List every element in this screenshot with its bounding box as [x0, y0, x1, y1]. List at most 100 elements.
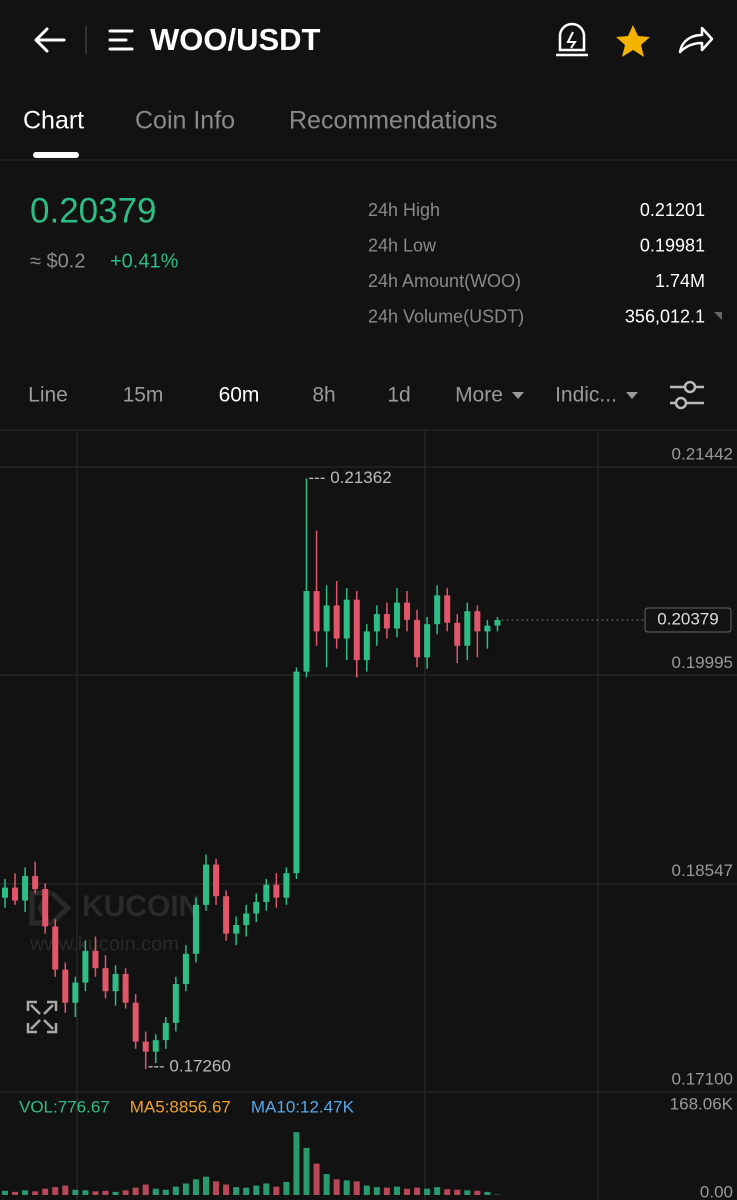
volume-bar: [192, 1179, 199, 1195]
candle-body: [223, 896, 230, 934]
volume-bar: [223, 1184, 230, 1195]
volume-tick-label: 0.00: [700, 1182, 733, 1200]
high-annotation: --- 0.21362: [309, 468, 392, 487]
timeframe-option[interactable]: Indic...: [555, 384, 617, 407]
candle-body: [293, 671, 300, 874]
candle-body: [313, 591, 320, 632]
timeframe-option[interactable]: 15m: [123, 384, 164, 407]
volume-bar: [383, 1187, 390, 1195]
volume-bar: [414, 1187, 421, 1195]
volume-bar: [464, 1190, 471, 1195]
volume-bar: [323, 1174, 330, 1195]
volume-bar: [112, 1191, 119, 1195]
volume-bar: [132, 1187, 139, 1195]
indicator-label: VOL:776.67: [19, 1097, 110, 1116]
volume-bar: [484, 1191, 491, 1195]
timeframe-option[interactable]: 8h: [312, 384, 335, 407]
candle-body: [283, 873, 290, 898]
candle-body: [72, 982, 79, 1003]
volume-bar: [454, 1189, 461, 1195]
indicator-label: MA5:8856.67: [130, 1097, 231, 1116]
menu-button[interactable]: [108, 29, 134, 51]
candle-body: [464, 611, 471, 646]
vertical-grid: [76, 430, 599, 1200]
volume-bar: [52, 1187, 59, 1195]
stat-value: 356,012.1: [625, 306, 705, 326]
candle-body: [62, 969, 69, 1003]
candle-body: [233, 925, 240, 934]
pair-title: WOO/USDT: [150, 22, 321, 57]
candle-body: [162, 1022, 169, 1041]
candle-body: [2, 887, 8, 898]
volume-bar: [122, 1190, 129, 1195]
last-price-tag: [644, 607, 732, 633]
tab[interactable]: Recommendations: [289, 107, 497, 135]
tab[interactable]: Coin Info: [135, 107, 235, 135]
candle-body: [454, 622, 461, 646]
y-tick-label: 0.18547: [672, 861, 733, 880]
candle-body: [373, 614, 380, 632]
share-button[interactable]: [678, 26, 714, 54]
candle-body: [393, 602, 400, 629]
volume-bar: [243, 1187, 250, 1195]
stat-value: 0.19981: [640, 235, 705, 255]
volume-bar: [253, 1185, 260, 1195]
tab[interactable]: Chart: [23, 107, 84, 135]
volume-bar: [92, 1191, 99, 1195]
candle-body: [42, 889, 49, 927]
volume-bar: [444, 1189, 451, 1195]
candle-body: [142, 1041, 149, 1052]
volume-bar: [313, 1163, 320, 1195]
candle-body: [213, 864, 220, 897]
last-price-label: 0.20379: [657, 609, 718, 628]
volume-bar: [263, 1183, 270, 1195]
y-tick-label: 0.17100: [672, 1069, 733, 1088]
low-annotation: --- 0.17260: [148, 1056, 231, 1075]
volume-bar: [82, 1190, 89, 1195]
candle-body: [444, 595, 451, 623]
volume-bar: [373, 1187, 380, 1195]
volume-bar: [393, 1186, 400, 1195]
timeframe-option[interactable]: 60m: [219, 384, 260, 407]
candle-body: [253, 901, 260, 914]
candle-body: [82, 950, 89, 983]
candle-body: [484, 625, 491, 632]
candle-body: [424, 624, 431, 658]
candle-body: [32, 876, 39, 890]
favorite-star[interactable]: [616, 25, 650, 57]
volume-bar: [233, 1187, 240, 1195]
volume-bar: [162, 1189, 169, 1195]
alert-button[interactable]: [556, 22, 588, 57]
volume-bar: [22, 1190, 29, 1195]
volume-bar: [32, 1191, 39, 1195]
watermark-url: www.kucoin.com: [29, 933, 179, 955]
candle-body: [263, 884, 270, 902]
volume-bar: [273, 1186, 280, 1195]
volume-bar: [293, 1132, 300, 1195]
indicator-label: MA10:12.47K: [251, 1097, 355, 1116]
volume-bar: [353, 1181, 360, 1195]
candle-body: [303, 591, 310, 672]
settings-button[interactable]: [670, 380, 704, 410]
candle-body: [333, 605, 340, 639]
timeframe-option[interactable]: 1d: [387, 384, 410, 407]
tab-indicator: [33, 152, 79, 158]
candle-body: [474, 611, 481, 632]
volume-bar: [172, 1186, 179, 1195]
volume-bar: [42, 1188, 49, 1195]
fullscreen-button[interactable]: [26, 1000, 58, 1034]
candle-body: [273, 884, 280, 898]
candle-body: [414, 619, 421, 658]
timeframe-option[interactable]: Line: [28, 384, 68, 407]
volume-bar: [152, 1188, 159, 1195]
back-button[interactable]: [34, 27, 66, 53]
volume-bar: [424, 1188, 431, 1195]
candle-body: [172, 984, 179, 1023]
expand-caret: [714, 312, 722, 320]
candle-body: [363, 631, 370, 661]
timeframe-option[interactable]: More: [455, 384, 503, 407]
volume-bar: [303, 1147, 310, 1195]
